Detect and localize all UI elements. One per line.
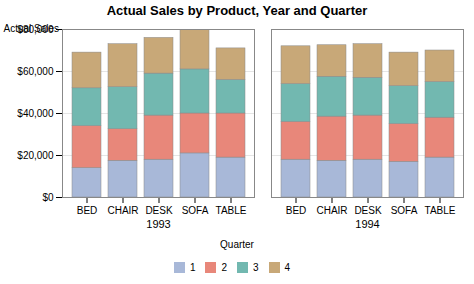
svg-text:TABLE: TABLE — [425, 205, 456, 216]
svg-text:$60,000: $60,000 — [17, 66, 54, 77]
svg-text:$0: $0 — [42, 192, 54, 203]
html-text:3: 3 — [253, 262, 259, 273]
svg-text:$20,000: $20,000 — [17, 150, 54, 161]
svg-text:1993: 1993 — [146, 218, 170, 230]
svg-text:DESK: DESK — [145, 205, 173, 216]
svg-text:SOFA: SOFA — [391, 205, 418, 216]
html-text:2: 2 — [221, 262, 227, 273]
html-text:4: 4 — [284, 262, 291, 273]
svg-text:BED: BED — [286, 205, 307, 216]
html-text:Quarter: Quarter — [220, 239, 254, 250]
svg-text:Actual Sales: Actual Sales — [4, 23, 60, 34]
svg-text:$40,000: $40,000 — [17, 108, 54, 119]
svg-text:DESK: DESK — [354, 205, 382, 216]
svg-text:TABLE: TABLE — [216, 205, 247, 216]
svg-text:CHAIR: CHAIR — [316, 205, 347, 216]
html-text:Actual Sales by Product, Year: Actual Sales by Product, Year and Quarte… — [106, 3, 368, 18]
svg-text:SOFA: SOFA — [182, 205, 209, 216]
html-text:1: 1 — [189, 262, 196, 273]
svg-text:CHAIR: CHAIR — [107, 205, 138, 216]
svg-text:1994: 1994 — [355, 218, 379, 230]
svg-text:BED: BED — [77, 205, 98, 216]
